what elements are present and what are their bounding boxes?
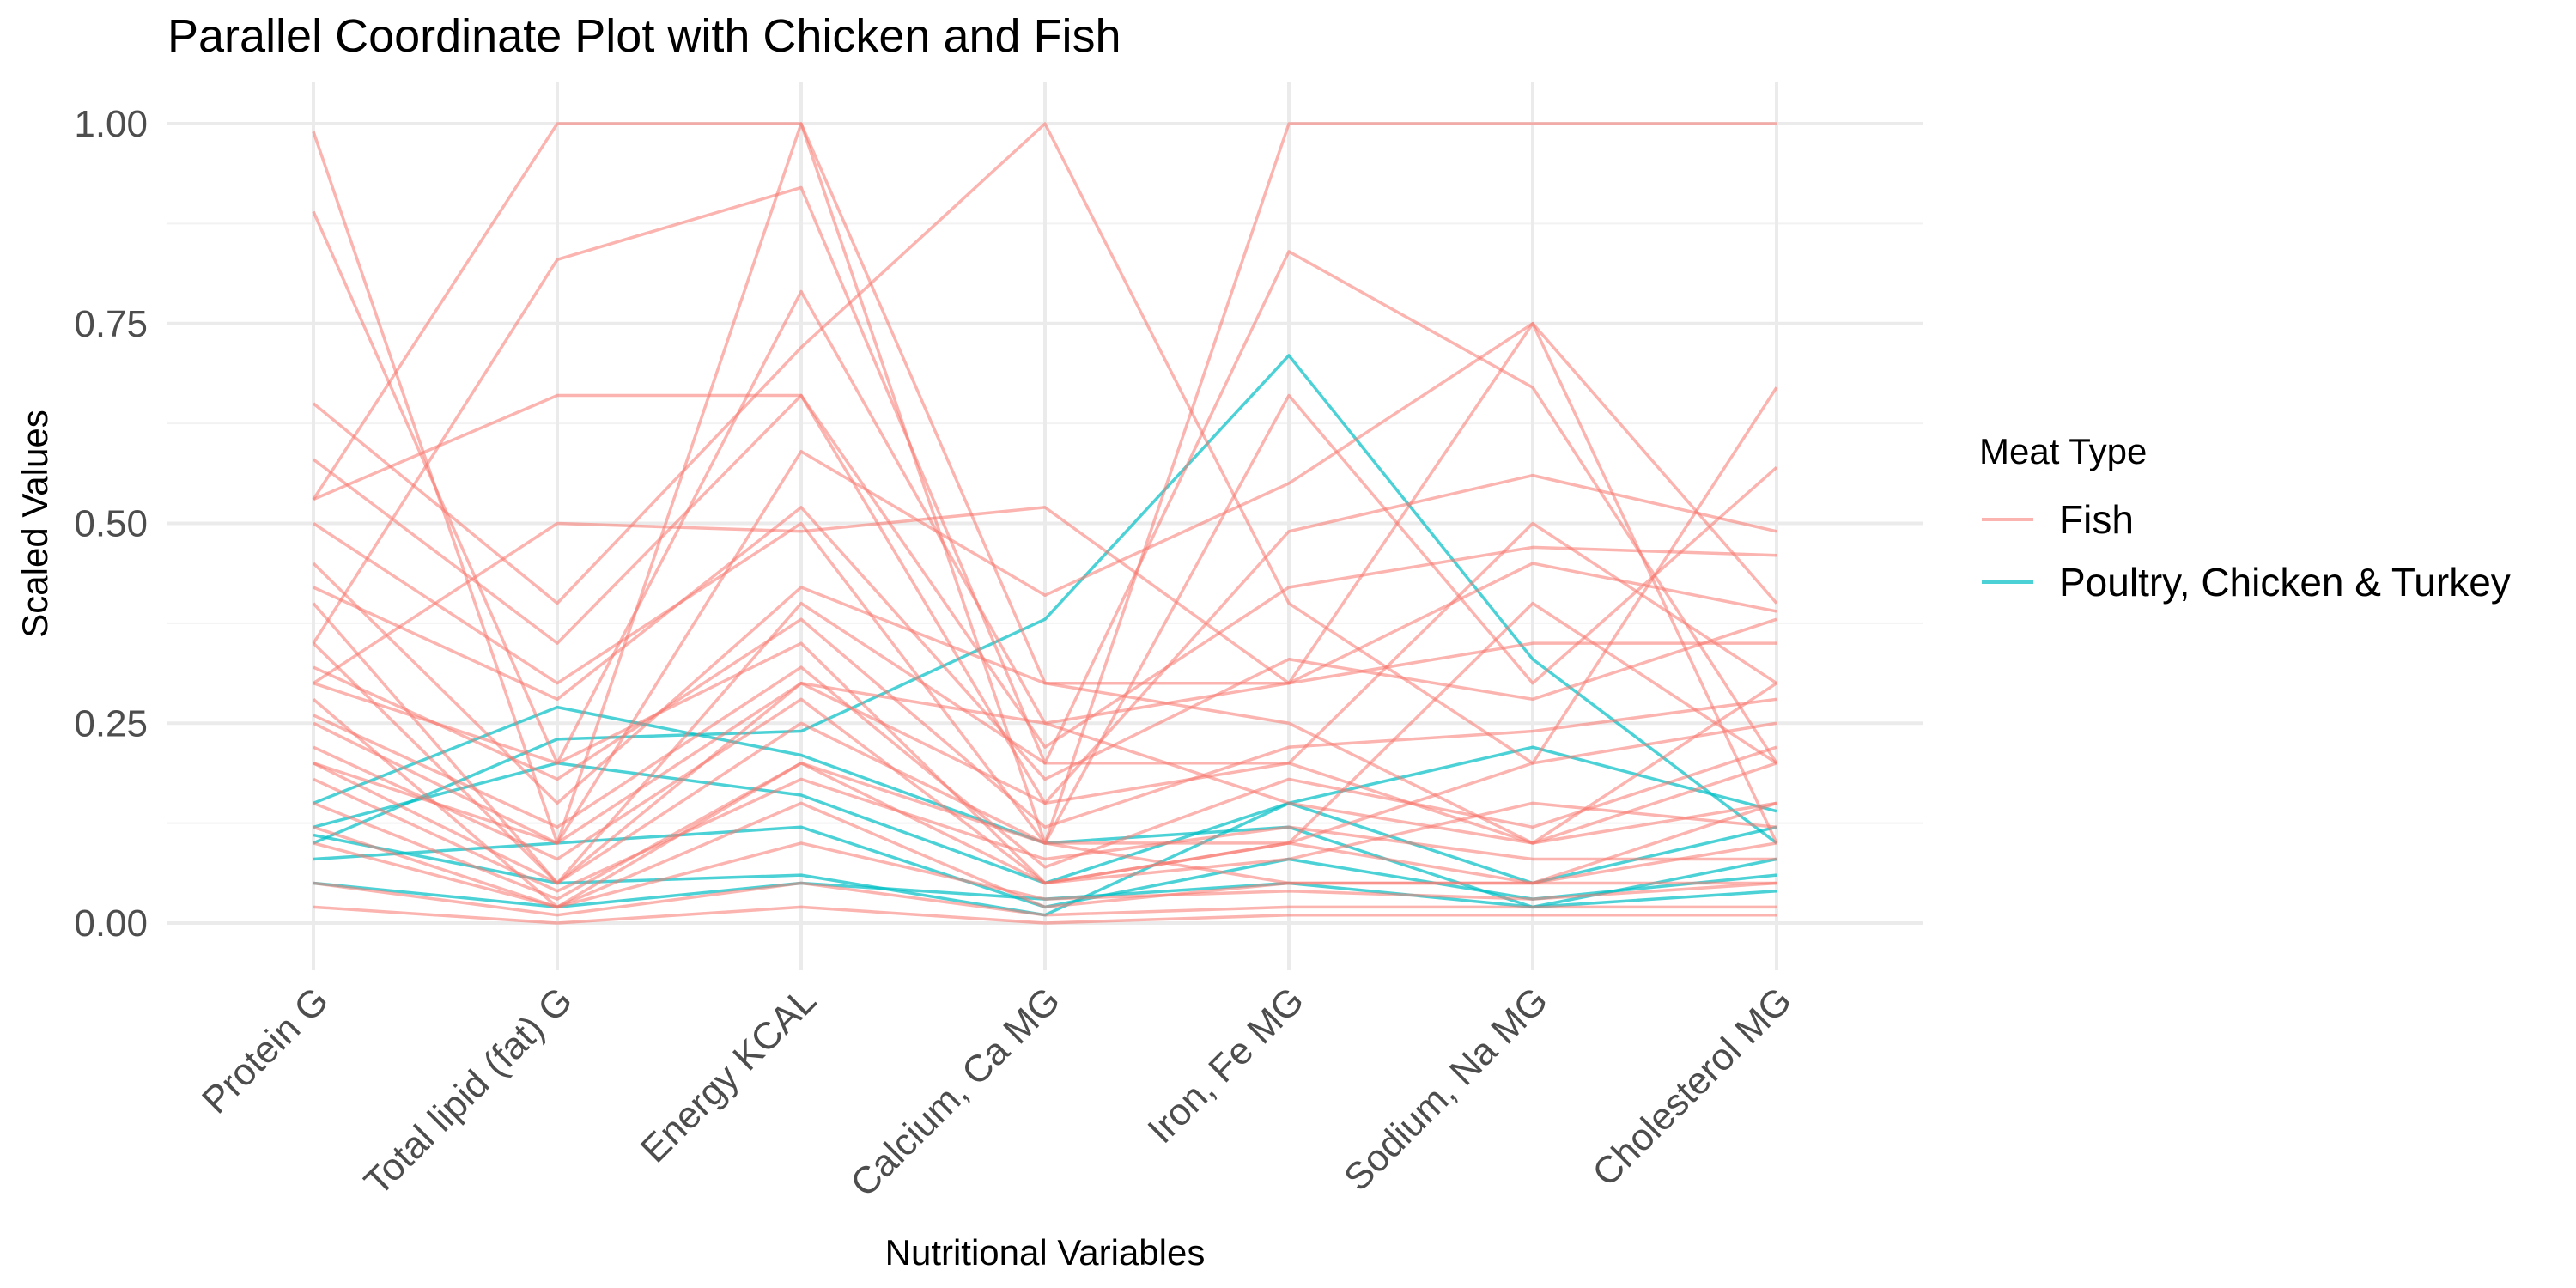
legend: Meat Type Fish Poultry, Chicken & Turkey bbox=[1979, 431, 2511, 605]
fish-line bbox=[313, 617, 1777, 829]
x-axis-title: Nutritional Variables bbox=[885, 1232, 1206, 1273]
y-tick-label: 0.00 bbox=[74, 902, 148, 945]
fish-line bbox=[313, 697, 1777, 885]
fish-line bbox=[313, 777, 1777, 893]
plot-grid bbox=[167, 82, 1923, 970]
y-axis-title: Scaled Values bbox=[15, 410, 55, 637]
y-tick-label: 1.00 bbox=[74, 103, 148, 145]
fish-line bbox=[313, 506, 1777, 685]
x-tick-label: Calcium, Ca MG bbox=[842, 979, 1068, 1205]
chart-title: Parallel Coordinate Plot with Chicken an… bbox=[167, 10, 1121, 62]
x-tick-label: Cholesterol MG bbox=[1584, 979, 1800, 1194]
y-axis: 0.00 0.25 0.50 0.75 1.00 bbox=[74, 103, 148, 945]
fish-line bbox=[313, 665, 1777, 869]
y-tick-label: 0.75 bbox=[74, 303, 148, 345]
fish-line bbox=[313, 905, 1777, 925]
x-axis: Protein G Total lipid (fat) G Energy KCAL C… bbox=[194, 979, 1800, 1205]
fish-line bbox=[313, 506, 1777, 781]
fish-line bbox=[313, 881, 1777, 917]
fish-line bbox=[312, 562, 1777, 805]
fish-line bbox=[313, 825, 1777, 909]
series-lines bbox=[312, 122, 1778, 925]
y-tick-label: 0.25 bbox=[74, 702, 148, 744]
legend-title: Meat Type bbox=[1979, 431, 2147, 471]
x-tick-label: Total lipid (fat) G bbox=[356, 979, 580, 1203]
x-tick-label: Energy KCAL bbox=[633, 979, 824, 1170]
poultry-line bbox=[313, 354, 1778, 845]
y-tick-label: 0.50 bbox=[74, 503, 148, 545]
x-tick-label: Iron, Fe MG bbox=[1139, 979, 1312, 1151]
legend-label: Fish bbox=[2059, 497, 2134, 542]
fish-line bbox=[312, 641, 1777, 885]
fish-line bbox=[312, 393, 1777, 749]
x-tick-label: Protein G bbox=[194, 979, 337, 1121]
x-tick-label: Sodium, Na MG bbox=[1336, 979, 1556, 1199]
legend-label: Poultry, Chicken & Turkey bbox=[2059, 560, 2511, 605]
